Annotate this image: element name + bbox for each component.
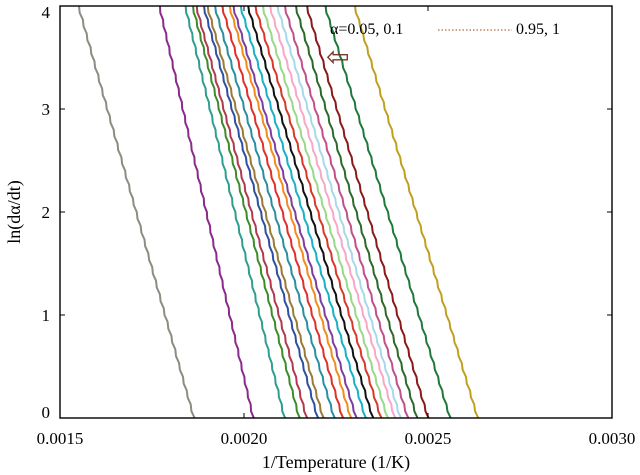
series-line-12 xyxy=(239,5,367,419)
series-line-5 xyxy=(195,5,309,419)
series-line-14 xyxy=(254,5,383,419)
annotation-text-end: 0.95, 1 xyxy=(516,21,560,38)
series-line-8 xyxy=(214,5,336,419)
series-line-7 xyxy=(206,5,325,419)
series-line-2 xyxy=(159,5,255,419)
arrow-icon: ⇦ xyxy=(326,40,349,73)
x-tick-label: 0.0030 xyxy=(589,429,636,448)
series-layer xyxy=(78,5,480,419)
series-line-21 xyxy=(324,5,452,419)
series-line-19 xyxy=(295,5,419,419)
x-tick-label: 0.0020 xyxy=(221,429,268,448)
y-tick-label: 4 xyxy=(42,3,51,22)
series-line-22 xyxy=(354,5,480,419)
x-axis-title: 1/Temperature (1/K) xyxy=(262,452,410,473)
series-line-16 xyxy=(269,5,397,419)
annotation: α=0.05, 0.1 0.95, 1 ⇦ xyxy=(326,21,560,73)
series-line-3 xyxy=(184,5,287,419)
series-line-6 xyxy=(203,5,320,419)
y-tick-label: 2 xyxy=(42,203,51,222)
series-line-9 xyxy=(221,5,345,419)
series-line-17 xyxy=(276,5,402,419)
y-tick-label: 3 xyxy=(42,100,51,119)
series-line-20 xyxy=(306,5,430,419)
series-line-4 xyxy=(192,5,301,419)
x-tick-label: 0.0015 xyxy=(37,429,84,448)
series-line-10 xyxy=(228,5,353,419)
y-tick-label: 1 xyxy=(42,306,51,325)
y-tick-label: 0 xyxy=(42,403,51,422)
series-line-11 xyxy=(232,5,358,419)
axis-layer: 0.0015 0.0020 0.0025 0.0030 0 1 2 3 4 xyxy=(37,3,636,448)
series-line-18 xyxy=(284,5,410,419)
series-line-15 xyxy=(262,5,390,419)
x-tick-label: 0.0025 xyxy=(405,429,452,448)
series-line-1 xyxy=(78,5,196,419)
annotation-text-start: α=0.05, 0.1 xyxy=(330,21,403,38)
series-line-13 xyxy=(247,5,375,419)
y-axis-title: ln(dα/dt) xyxy=(4,180,25,243)
